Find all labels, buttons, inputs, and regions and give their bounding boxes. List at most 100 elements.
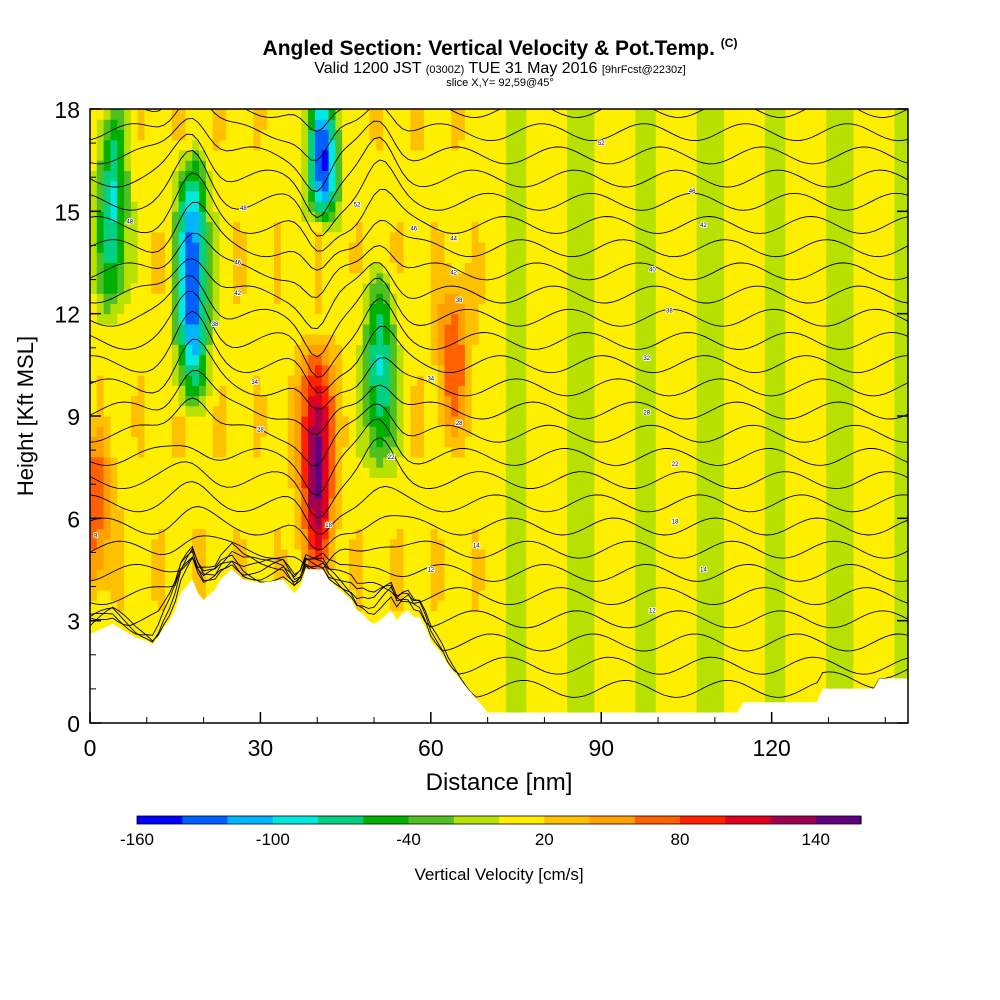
field-cell [362, 303, 371, 315]
field-cell [614, 692, 623, 704]
field-cell [335, 559, 343, 571]
field-cell [478, 129, 486, 141]
field-cell [621, 538, 630, 550]
field-cell [328, 405, 336, 417]
field-cell [301, 190, 309, 202]
field-cell [410, 477, 418, 489]
field-cell [608, 139, 616, 151]
field-cell [328, 456, 336, 468]
field-cell [342, 303, 350, 315]
field-cell [90, 375, 98, 386]
field-cell [130, 160, 139, 171]
field-cell [233, 467, 241, 478]
field-cell [621, 231, 630, 243]
field-cell [383, 416, 391, 427]
field-cell [621, 323, 630, 335]
field-cell [587, 487, 595, 499]
field-cell [621, 354, 630, 366]
field-cell [444, 149, 452, 161]
field-cell [219, 262, 227, 274]
field-cell [253, 262, 261, 274]
field-cell [601, 262, 609, 274]
field-cell [151, 467, 159, 478]
field-cell [649, 344, 657, 356]
field-cell [267, 231, 275, 243]
field-cell [635, 149, 643, 161]
field-cell [308, 190, 316, 202]
field-cell [608, 487, 616, 499]
field-cell [601, 579, 609, 591]
field-cell [233, 139, 241, 151]
field-cell [246, 395, 255, 407]
field-cell [349, 569, 357, 581]
field-cell [621, 436, 630, 448]
field-cell [253, 436, 261, 448]
field-cell [362, 375, 371, 386]
field-cell [417, 610, 425, 622]
field-cell [642, 702, 650, 714]
field-cell [96, 364, 105, 376]
field-cell [246, 242, 255, 253]
field-cell [567, 641, 575, 652]
field-cell [287, 323, 296, 335]
field-cell [233, 477, 241, 489]
field-cell [280, 149, 289, 161]
field-cell [240, 375, 248, 386]
field-cell [219, 385, 227, 397]
field-cell [280, 508, 289, 519]
field-cell [294, 313, 302, 325]
field-cell [137, 549, 146, 560]
field-cell [212, 508, 221, 519]
field-cell [178, 446, 186, 458]
field-cell [233, 231, 241, 243]
field-cell [437, 109, 446, 120]
field-cell [519, 170, 527, 182]
field-cell [635, 252, 643, 264]
field-cell [594, 283, 602, 294]
field-cell [342, 436, 350, 448]
field-cell [505, 139, 514, 151]
field-cell [178, 508, 186, 519]
field-cell [226, 518, 234, 530]
field-cell [512, 334, 520, 345]
field-cell [96, 149, 105, 161]
field-cell [171, 109, 180, 120]
field-cell [192, 201, 200, 212]
field-cell [158, 180, 166, 192]
field-cell [349, 262, 357, 274]
field-cell [560, 508, 568, 519]
field-cell [403, 569, 411, 581]
field-cell [512, 323, 520, 335]
field-cell [315, 231, 323, 243]
field-cell [267, 201, 275, 212]
field-cell [628, 692, 636, 704]
field-cell [383, 467, 391, 478]
field-cell [219, 549, 227, 560]
field-cell [294, 559, 302, 571]
field-cell [608, 692, 616, 704]
field-cell [260, 405, 268, 417]
field-cell [267, 518, 275, 530]
field-cell [124, 149, 132, 161]
field-cell [546, 190, 555, 202]
field-cell [512, 600, 520, 611]
field-cell [349, 221, 357, 233]
field-cell [567, 651, 575, 663]
field-cell [90, 477, 98, 489]
field-cell [533, 139, 541, 151]
field-cell [635, 518, 643, 530]
field-cell [642, 354, 650, 366]
field-cell [246, 549, 255, 560]
field-cell [519, 364, 527, 376]
field-cell [512, 272, 520, 284]
field-cell [96, 109, 105, 120]
field-cell [117, 231, 125, 243]
field-cell [90, 231, 98, 243]
field-cell [526, 456, 534, 468]
field-cell [165, 242, 173, 253]
field-cell [280, 201, 289, 212]
field-cell [567, 149, 575, 161]
field-cell [178, 467, 186, 478]
field-cell [403, 323, 411, 335]
field-cell [199, 559, 207, 571]
